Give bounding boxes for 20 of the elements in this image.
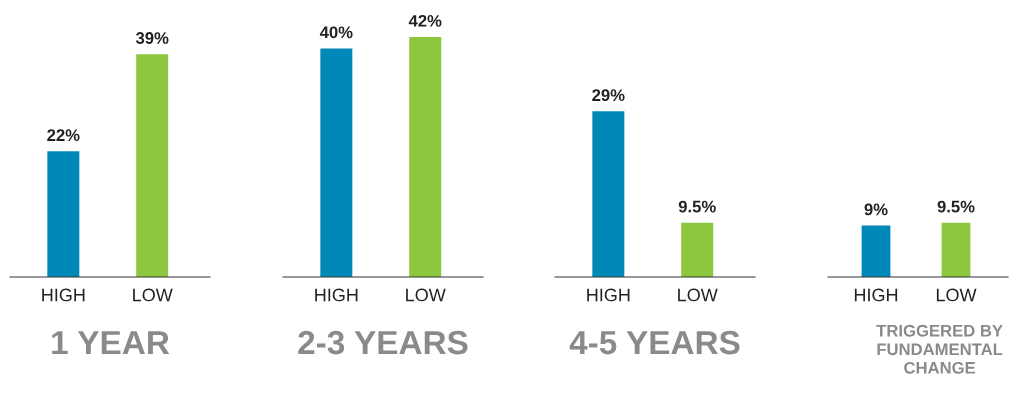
x-axis-title: 1 YEAR [52,331,170,355]
x-tick-label: LOW [133,288,173,302]
x-axis-title: TRIGGERED BY FUNDAMENTAL CHANGE [876,324,1003,374]
x-tick-label: LOW [406,288,446,302]
data-label: 40% [319,26,353,39]
data-label: 42% [408,14,442,27]
x-tick-label: LOW [936,288,977,302]
data-label: 39% [135,32,169,44]
data-label: 9% [864,203,888,216]
x-tick-label: HIGH [42,288,85,302]
x-axis-title: 4-5 YEARS [569,330,740,355]
data-label: 9.5% [678,200,716,213]
data-label: 22% [47,129,80,142]
data-label: 29% [592,89,625,102]
x-tick-label: HIGH [854,288,898,302]
data-label: 9.5% [937,200,975,213]
x-tick-label: HIGH [315,288,358,302]
x-axis-title: 2-3 YEARS [298,330,468,355]
x-tick-label: LOW [678,288,718,302]
x-tick-label: HIGH [587,288,630,302]
